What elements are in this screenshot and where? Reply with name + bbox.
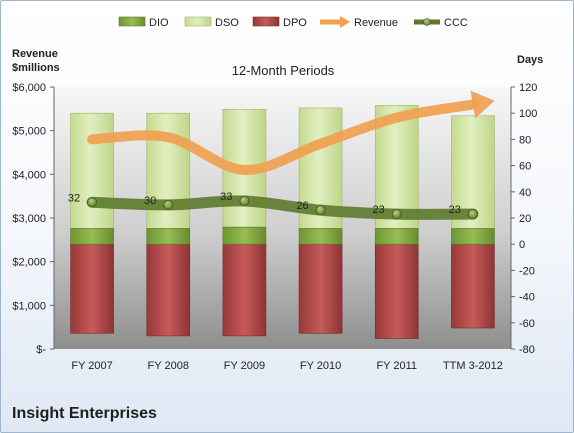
- legend-dio-label: DIO: [149, 17, 169, 29]
- right-tick-label: -60: [519, 318, 535, 330]
- revenue-series: [87, 90, 495, 175]
- left-tick-label: $2,000: [12, 257, 46, 269]
- x-tick-label: FY 2010: [300, 360, 341, 372]
- left-tick-label: $4,000: [12, 169, 46, 181]
- left-axis-label-line1: Revenue: [12, 48, 58, 60]
- bar-dso: [146, 112, 191, 229]
- bar-dio: [222, 226, 267, 245]
- legend-dio: DIO: [118, 16, 169, 29]
- ccc-series: 32 30 33 26 23 23: [68, 191, 479, 220]
- bar-dpo: [146, 243, 191, 337]
- ccc-point: [315, 205, 326, 216]
- x-tick-label: TTM 3-2012: [443, 360, 503, 372]
- right-tick-label: 60: [519, 161, 531, 173]
- left-axis-label-line2: $millions: [12, 62, 60, 74]
- bar-dio: [374, 228, 419, 245]
- chart-title: 12-Month Periods: [232, 63, 335, 78]
- left-tick-label: $1,000: [12, 300, 46, 312]
- company-name: Insight Enterprises: [12, 405, 157, 422]
- legend-dso-label: DSO: [215, 17, 239, 29]
- x-tick-label: FY 2008: [148, 360, 189, 372]
- left-axis-ticks: $- $1,000 $2,000 $3,000 $4,000 $5,000 $6,000: [12, 82, 55, 356]
- ccc-point: [163, 199, 174, 210]
- bar-dio: [451, 228, 495, 245]
- legend-ccc-label: CCC: [444, 17, 468, 29]
- right-tick-label: 80: [519, 134, 531, 146]
- bar-dpo: [298, 243, 343, 334]
- right-axis-ticks: -80 -60 -40 -20 0 20 40 60 80 100 120: [510, 82, 537, 356]
- ccc-point: [239, 196, 250, 206]
- right-tick-label: -20: [519, 265, 535, 277]
- x-axis-labels: FY 2007 FY 2008 FY 2009 FY 2010 FY 2011 TTM 3…: [71, 360, 502, 372]
- right-tick-label: 20: [519, 213, 531, 225]
- x-tick-label: FY 2009: [224, 360, 265, 372]
- legend-ccc: CCC: [414, 17, 468, 29]
- bar-dpo: [222, 243, 267, 337]
- right-tick-label: 40: [519, 187, 531, 199]
- ccc-line: [86, 195, 479, 220]
- revenue-arrowhead: [470, 90, 495, 119]
- bar-dpo: [70, 243, 114, 334]
- bar-dio: [298, 228, 343, 245]
- x-tick-label: FY 2011: [376, 360, 417, 372]
- ccc-data-label: 23: [449, 204, 461, 216]
- ccc-data-label: 33: [220, 191, 232, 203]
- ccc-point: [391, 209, 402, 219]
- x-tick-label: FY 2007: [71, 360, 112, 372]
- bar-dio: [146, 228, 191, 245]
- legend: DIO DSO DPO Revenue CCC: [118, 16, 468, 29]
- revenue-line: [87, 99, 478, 175]
- legend-revenue: Revenue: [320, 16, 398, 29]
- bar-dio: [70, 228, 114, 245]
- bar-dso: [70, 112, 114, 229]
- bar-dpo: [451, 243, 495, 329]
- right-tick-label: -80: [519, 344, 535, 356]
- right-axis-label: Days: [517, 54, 543, 66]
- right-tick-label: 120: [519, 82, 537, 94]
- bars: [70, 105, 495, 339]
- left-tick-label: $-: [36, 344, 46, 356]
- legend-dpo: DPO: [252, 16, 307, 29]
- ccc-point: [468, 209, 478, 219]
- ccc-data-label: 23: [373, 204, 385, 216]
- ccc-data-label: 32: [68, 192, 80, 204]
- left-tick-label: $6,000: [12, 82, 46, 94]
- ccc-point: [87, 197, 97, 208]
- left-tick-label: $5,000: [12, 126, 46, 138]
- legend-dpo-label: DPO: [283, 17, 307, 29]
- right-tick-label: 0: [519, 239, 525, 251]
- ccc-data-label: 26: [296, 200, 308, 212]
- right-tick-label: -40: [519, 292, 535, 304]
- right-tick-label: 100: [519, 108, 537, 120]
- bar-dpo: [374, 243, 419, 339]
- legend-dso: DSO: [184, 16, 239, 29]
- legend-revenue-label: Revenue: [354, 17, 398, 29]
- bar-dso: [374, 105, 419, 229]
- ccc-data-label: 30: [144, 195, 156, 207]
- left-tick-label: $3,000: [12, 213, 46, 225]
